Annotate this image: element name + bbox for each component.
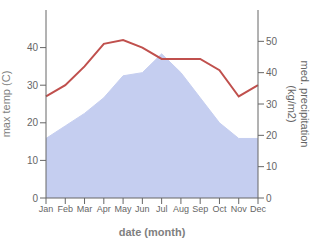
svg-text:date (month): date (month) [119, 226, 186, 238]
svg-text:10: 10 [27, 155, 39, 166]
svg-text:Dec: Dec [250, 204, 267, 214]
svg-text:10: 10 [266, 161, 278, 172]
svg-text:Jan: Jan [39, 204, 54, 214]
svg-text:40: 40 [266, 67, 278, 78]
svg-text:May: May [115, 204, 133, 214]
svg-text:30: 30 [27, 80, 39, 91]
svg-text:Oct: Oct [212, 204, 227, 214]
svg-text:Apr: Apr [97, 204, 111, 214]
svg-text:Feb: Feb [58, 204, 74, 214]
svg-text:Mar: Mar [77, 204, 93, 214]
svg-text:Nov: Nov [231, 204, 248, 214]
svg-text:20: 20 [266, 130, 278, 141]
svg-text:20: 20 [27, 117, 39, 128]
svg-text:30: 30 [266, 99, 278, 110]
svg-text:40: 40 [27, 42, 39, 53]
svg-text:max temp (C): max temp (C) [8, 71, 12, 138]
svg-text:0: 0 [266, 193, 272, 204]
svg-text:med. precipitation(kg/m2): med. precipitation(kg/m2) [286, 61, 310, 148]
svg-text:Jun: Jun [135, 204, 150, 214]
svg-text:Jul: Jul [156, 204, 168, 214]
svg-text:0: 0 [32, 193, 38, 204]
svg-text:Aug: Aug [173, 204, 189, 214]
svg-text:Sep: Sep [192, 204, 208, 214]
svg-text:50: 50 [266, 36, 278, 47]
